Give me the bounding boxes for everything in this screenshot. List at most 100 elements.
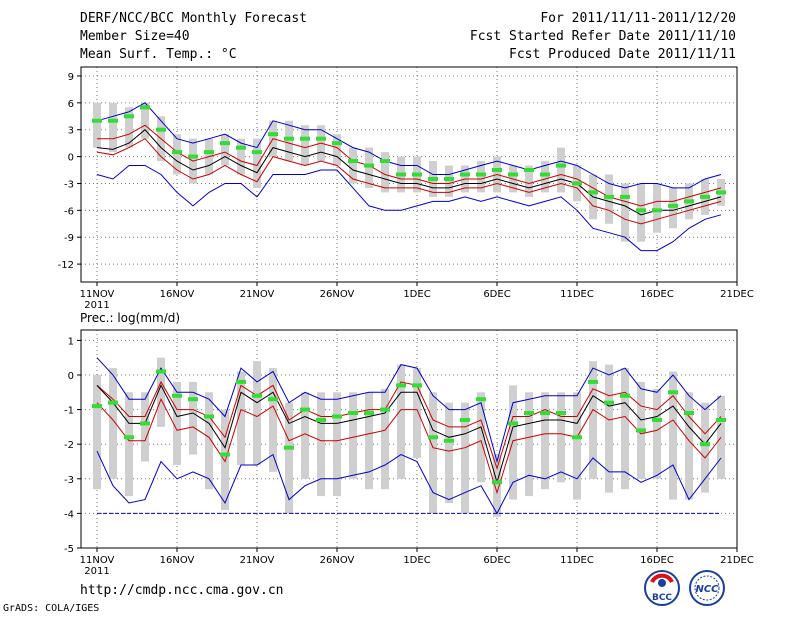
prec-xtick-label: 6DEC	[483, 555, 510, 566]
prec-xtick-label: 21NOV	[240, 555, 275, 566]
temp-observed-marker	[668, 203, 678, 208]
prec-ensemble-min-line	[96, 450, 722, 515]
temp-observed-marker	[252, 150, 262, 155]
temp-observed-marker	[220, 141, 230, 146]
temp-lower-member-line	[96, 138, 722, 225]
temp-xtick-label: 6DEC	[483, 289, 510, 300]
temp-observed-marker	[412, 172, 422, 177]
temp-ensemble-box	[381, 152, 389, 193]
prec-observed-marker	[508, 421, 518, 426]
prec-plot-frame	[80, 329, 738, 549]
prec-panel-title: Prec.: log(mm/d)	[80, 311, 180, 325]
source-url[interactable]: http://cmdp.ncc.cma.gov.cn	[80, 583, 284, 598]
prec-ensemble-box	[221, 409, 229, 510]
prec-xtick-label: 1DEC	[403, 555, 430, 566]
temp-observed-marker	[508, 172, 518, 177]
temp-ytick-label: -3	[64, 179, 74, 190]
prec-ensemble-box	[445, 402, 453, 504]
chart-title: DERF/NCC/BCC Monthly Forecast	[80, 11, 307, 26]
prec-observed-marker	[588, 379, 598, 384]
prec-observed-marker	[444, 438, 454, 443]
prec-ensemble-box	[349, 392, 357, 479]
prec-observed-marker	[108, 400, 118, 405]
prec-observed-marker	[604, 400, 614, 405]
variable-label: Mean Surf. Temp.: °C	[80, 47, 237, 62]
prec-ytick-label: -5	[64, 544, 74, 555]
member-size-label: Member Size=40	[80, 29, 190, 44]
prec-ensemble-box	[429, 392, 437, 514]
prec-ensemble-box	[253, 361, 261, 465]
temp-observed-marker	[476, 172, 486, 177]
temp-ensemble-box	[605, 174, 613, 224]
temp-observed-marker	[540, 172, 550, 177]
temp-panel: -12 -9 -6 -3 0 3 6 9 11NOV 16NOV 21NOV 26NOV 1DEC 6DE…	[58, 66, 754, 311]
temp-observed-marker	[444, 176, 454, 181]
temp-observed-marker	[524, 168, 534, 173]
temp-observed-marker	[460, 172, 470, 177]
prec-observed-marker	[524, 411, 534, 416]
prec-ensemble-box	[333, 392, 341, 497]
prec-observed-marker	[380, 407, 390, 412]
temp-ytick-label: 0	[68, 153, 74, 164]
temp-ensemble-box	[365, 147, 373, 188]
temp-ensemble-box	[557, 147, 565, 193]
temp-ensemble-box	[477, 161, 485, 193]
temp-observed-marker	[108, 118, 118, 123]
temp-plot-frame	[80, 66, 738, 283]
prec-ensemble-box	[669, 371, 677, 500]
prec-observed-marker	[268, 397, 278, 402]
temp-ensemble-box	[333, 134, 341, 166]
prec-ensemble-box	[93, 374, 101, 490]
temp-observed-marker	[172, 150, 182, 155]
temp-ensemble-box	[285, 120, 293, 162]
temp-observed-marker	[716, 190, 726, 195]
temp-observed-marker	[492, 168, 502, 173]
prec-xtick-label: 11NOV	[80, 555, 115, 566]
temp-observed-marker	[332, 141, 342, 146]
temp-xtick-label: 21DEC	[720, 289, 754, 300]
prec-year-label: 2011	[84, 566, 109, 577]
prec-ensemble-box	[317, 392, 325, 497]
prec-observed-marker	[620, 393, 630, 398]
prec-observed-marker	[396, 383, 406, 388]
temp-observed-marker	[156, 127, 166, 132]
prec-observed-marker	[572, 435, 582, 440]
prec-observed-marker	[92, 404, 102, 409]
prec-ensemble-box	[717, 395, 725, 479]
prec-observed-marker	[364, 411, 374, 416]
prec-observed-marker	[284, 445, 294, 450]
prec-ytick-label: 0	[68, 371, 74, 382]
prec-ytick-label: -2	[64, 440, 74, 451]
prec-observed-marker	[252, 393, 262, 398]
temp-observed-marker	[652, 208, 662, 213]
temp-ensemble-max-line	[96, 102, 722, 189]
temp-observed-marker	[620, 194, 630, 199]
prec-observed-marker	[172, 393, 182, 398]
prec-ensemble-box	[541, 392, 549, 490]
prec-ensemble-box	[493, 454, 501, 517]
temp-observed-marker	[380, 159, 390, 164]
prec-observed-marker	[716, 417, 726, 422]
temp-xtick-label: 21NOV	[240, 289, 275, 300]
prec-observed-marker	[412, 383, 422, 388]
temp-ensemble-box	[221, 134, 229, 166]
prec-xtick-label: 26NOV	[320, 555, 355, 566]
prec-ensemble-box	[365, 392, 373, 490]
prec-xtick-label: 16NOV	[160, 555, 195, 566]
temp-ensemble-box	[621, 183, 629, 242]
prec-ensemble-box	[269, 368, 277, 472]
prec-observed-marker	[332, 414, 342, 419]
temp-observed-marker	[604, 194, 614, 199]
temp-observed-marker	[124, 114, 134, 119]
prec-observed-marker	[140, 421, 150, 426]
temp-observed-marker	[284, 136, 294, 141]
temp-xtick-label: 1DEC	[403, 289, 430, 300]
prec-ensemble-box	[285, 402, 293, 514]
prec-observed-marker	[236, 379, 246, 384]
prec-ensemble-box	[525, 392, 533, 497]
temp-ensemble-min-line	[96, 165, 722, 252]
temp-observed-marker	[572, 181, 582, 186]
prec-ytick-label: -1	[64, 406, 74, 417]
ncc-logo: NCC	[689, 570, 725, 606]
temp-observed-marker	[700, 194, 710, 199]
